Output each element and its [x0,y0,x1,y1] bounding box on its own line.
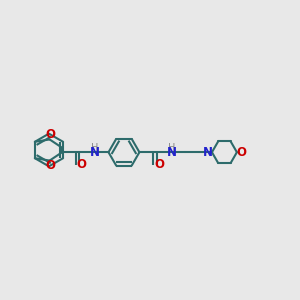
Text: O: O [45,128,55,141]
Text: N: N [167,146,177,159]
Text: O: O [236,146,246,159]
Text: H: H [92,143,99,153]
Text: O: O [154,158,164,171]
Text: O: O [77,158,87,171]
Text: N: N [202,146,212,159]
Text: O: O [45,159,55,172]
Text: N: N [90,146,100,159]
Text: H: H [168,143,176,153]
